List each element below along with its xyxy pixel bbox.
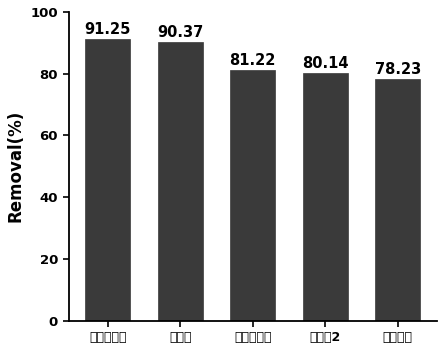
Bar bbox=[303, 73, 348, 321]
Bar bbox=[85, 39, 130, 321]
Bar bbox=[158, 42, 203, 321]
Text: 81.22: 81.22 bbox=[230, 53, 276, 68]
Text: 90.37: 90.37 bbox=[157, 25, 203, 40]
Bar bbox=[375, 79, 420, 321]
Bar bbox=[230, 70, 275, 321]
Text: 91.25: 91.25 bbox=[85, 22, 131, 37]
Y-axis label: Removal(%): Removal(%) bbox=[7, 110, 25, 223]
Text: 80.14: 80.14 bbox=[302, 57, 349, 71]
Text: 78.23: 78.23 bbox=[375, 62, 421, 77]
